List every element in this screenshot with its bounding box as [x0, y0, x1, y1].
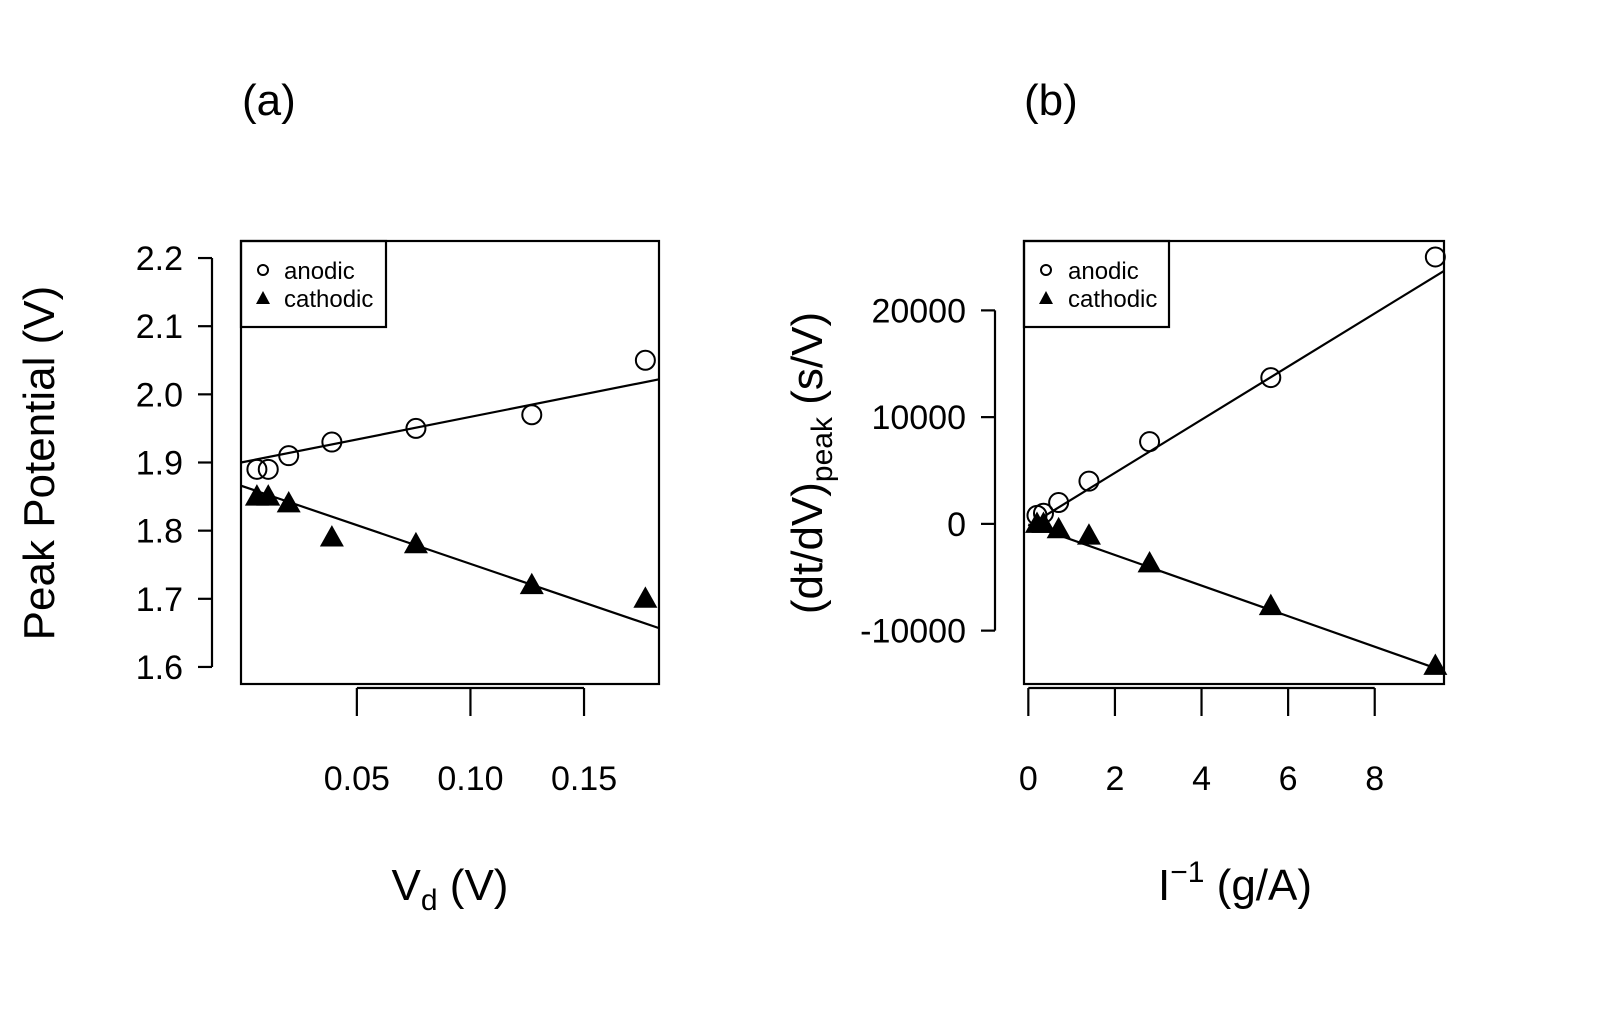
panel-a-label: (a)	[242, 76, 296, 125]
point-anodic	[1048, 492, 1070, 514]
point-cathodic	[519, 572, 544, 595]
panel-b: (b) -10000 0 10000 20000 0 2 4 6 8 (dt/dV)peak …	[783, 76, 1448, 910]
panel-a-xlabel: Vd (V)	[392, 861, 509, 917]
y-tick-label: 2.1	[136, 308, 183, 346]
y-tick-label: 1.9	[136, 445, 183, 483]
panel-a-y-axis: 1.6 1.7 1.8 1.9 2.0 2.1 2.2	[136, 240, 214, 687]
y-tick-label: 20000	[871, 292, 966, 330]
panel-b-legend-anodic-label: anodic	[1068, 258, 1139, 285]
point-cathodic	[1137, 550, 1162, 573]
panel-b-xlabel-unit: (g/A)	[1204, 861, 1312, 910]
x-tick-label: 0	[1019, 760, 1038, 798]
y-tick-label: -10000	[860, 613, 966, 651]
panel-b-x-axis: 0 2 4 6 8	[1019, 686, 1384, 798]
point-anodic	[278, 445, 300, 467]
panel-a-legend-anodic-marker	[257, 264, 269, 276]
point-anodic	[1078, 470, 1100, 492]
panel-a-legend: anodic cathodic	[239, 239, 388, 329]
point-cathodic	[1076, 523, 1101, 545]
point-anodic	[1424, 246, 1446, 268]
panel-b-data-points	[1024, 246, 1448, 675]
y-tick-label: 1.7	[136, 581, 183, 619]
x-tick-label: 6	[1279, 760, 1298, 798]
panel-a-xlabel-unit: (V)	[438, 861, 509, 910]
point-anodic	[405, 417, 427, 439]
point-anodic	[246, 458, 268, 480]
point-anodic	[634, 349, 656, 371]
point-cathodic	[1423, 653, 1448, 675]
panel-b-legend: anodic cathodic	[1022, 239, 1171, 329]
panel-b-legend-anodic-marker	[1040, 264, 1052, 276]
point-cathodic	[256, 484, 281, 506]
fit-line-cathodic	[1027, 523, 1445, 673]
y-tick-label: 0	[947, 506, 966, 544]
x-tick-label: 0.05	[324, 760, 390, 798]
y-tick-label: 10000	[871, 399, 966, 437]
fit-line-cathodic	[240, 484, 660, 630]
panel-a-legend-cathodic-label: cathodic	[284, 286, 373, 313]
panel-b-xlabel: I−1 (g/A)	[1158, 856, 1312, 910]
point-anodic	[521, 404, 543, 426]
panel-a-legend-box	[239, 239, 388, 329]
y-tick-label: 1.6	[136, 649, 183, 687]
point-cathodic	[319, 525, 344, 547]
panel-a-x-axis: 0.05 0.10 0.15	[324, 686, 617, 798]
panel-b-legend-cathodic-label: cathodic	[1068, 286, 1157, 313]
panel-b-y-axis: -10000 0 10000 20000	[860, 292, 997, 651]
panel-b-ylabel-unit: (s/V)	[783, 312, 832, 417]
panel-b-plot-frame	[1022, 239, 1446, 686]
y-tick-label: 2.0	[136, 376, 183, 414]
panel-a-xlabel-main: V	[392, 861, 422, 910]
panel-a-legend-anodic-label: anodic	[284, 258, 355, 285]
point-cathodic	[1031, 511, 1056, 533]
panel-a-fit-lines	[240, 378, 660, 630]
panel-a: (a) 1.6 1.7 1.8 1.9 2.0 2.1 2.2 0.05 0.10 0.15 P…	[15, 76, 661, 917]
point-cathodic	[403, 531, 428, 554]
panel-a-ylabel: Peak Potential (V)	[15, 286, 64, 641]
x-tick-label: 0.10	[437, 760, 503, 798]
y-tick-label: 2.2	[136, 240, 183, 278]
x-tick-label: 8	[1365, 760, 1384, 798]
panel-b-ylabel-main: (dt/dV)	[783, 482, 832, 614]
point-cathodic	[1258, 593, 1283, 616]
x-tick-label: 0.15	[551, 760, 617, 798]
point-anodic	[257, 458, 279, 480]
panel-b-xlabel-sup: −1	[1170, 856, 1204, 889]
panel-b-legend-cathodic-marker	[1039, 291, 1053, 304]
panel-b-xlabel-main: I	[1158, 861, 1170, 910]
point-cathodic	[1046, 516, 1071, 539]
panel-a-data-points	[244, 349, 658, 608]
x-tick-label: 2	[1105, 760, 1124, 798]
point-cathodic	[633, 586, 658, 608]
x-tick-label: 4	[1192, 760, 1211, 798]
panel-b-legend-box	[1022, 239, 1171, 329]
fit-line-anodic	[240, 378, 660, 464]
y-tick-label: 1.8	[136, 513, 183, 551]
panel-a-legend-cathodic-marker	[256, 291, 270, 304]
panel-a-xlabel-sub: d	[421, 884, 438, 917]
point-anodic	[1139, 431, 1161, 453]
point-cathodic	[276, 490, 301, 513]
point-anodic	[321, 431, 343, 453]
panel-b-ylabel: (dt/dV)peak (s/V)	[783, 312, 839, 614]
panel-b-ylabel-sub: peak	[806, 416, 839, 482]
panel-b-label: (b)	[1024, 76, 1078, 125]
point-anodic	[1260, 367, 1282, 389]
